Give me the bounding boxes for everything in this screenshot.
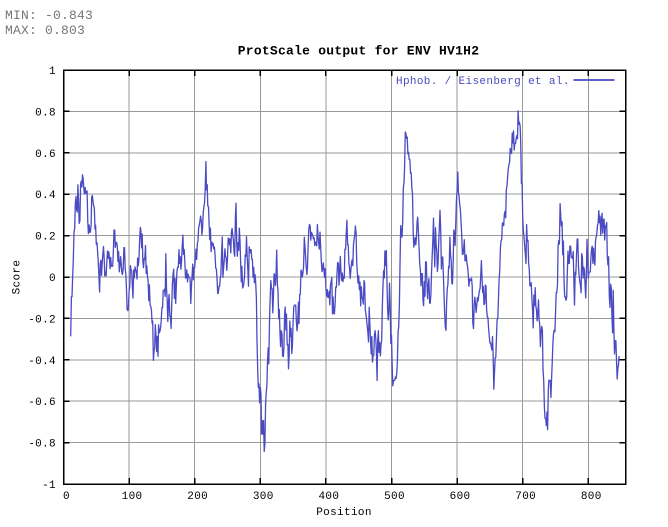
- svg-text:200: 200: [187, 491, 208, 503]
- svg-text:700: 700: [515, 491, 536, 503]
- svg-text:800: 800: [581, 491, 602, 503]
- svg-text:0.4: 0.4: [35, 190, 56, 202]
- svg-text:Position: Position: [316, 507, 372, 519]
- svg-text:0: 0: [49, 273, 56, 285]
- svg-text:0.2: 0.2: [35, 232, 56, 244]
- svg-text:0.8: 0.8: [35, 107, 56, 119]
- svg-text:0.6: 0.6: [35, 149, 56, 161]
- svg-text:1: 1: [49, 66, 56, 78]
- svg-text:600: 600: [450, 491, 471, 503]
- svg-text:-0.2: -0.2: [28, 314, 56, 326]
- svg-text:Score: Score: [12, 260, 24, 295]
- svg-text:-0.4: -0.4: [28, 356, 56, 368]
- svg-text:500: 500: [384, 491, 405, 503]
- svg-text:400: 400: [318, 491, 339, 503]
- svg-text:0: 0: [63, 491, 70, 503]
- svg-text:MAX: 0.803: MAX: 0.803: [5, 23, 85, 38]
- svg-text:ProtScale output for ENV HV1H2: ProtScale output for ENV HV1H2: [238, 44, 480, 59]
- svg-text:-1: -1: [42, 480, 56, 492]
- svg-text:-0.8: -0.8: [28, 439, 56, 451]
- svg-text:Hphob. / Eisenberg et al.: Hphob. / Eisenberg et al.: [396, 76, 570, 88]
- svg-text:300: 300: [253, 491, 274, 503]
- svg-text:MIN: -0.843: MIN: -0.843: [5, 8, 93, 23]
- svg-text:100: 100: [122, 491, 143, 503]
- svg-text:-0.6: -0.6: [28, 397, 56, 409]
